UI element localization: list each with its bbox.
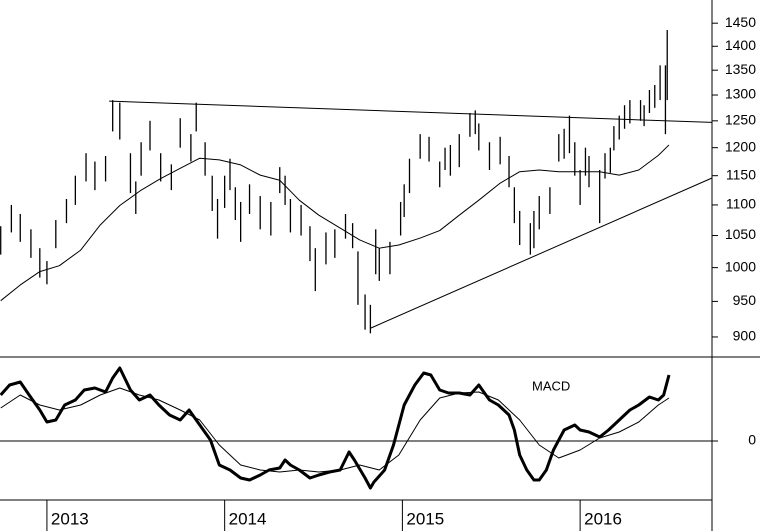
annotation: MACD: [532, 378, 570, 393]
y-tick-label: 1400: [725, 37, 756, 53]
series-line: [0, 144, 670, 302]
y-tick-label: 1150: [726, 166, 756, 182]
x-tick-label: 2013: [51, 509, 89, 528]
y-tick-label: 1250: [725, 112, 756, 128]
y-tick-label: 950: [733, 292, 757, 308]
y-tick-label: 1050: [725, 226, 756, 242]
series-line: [370, 177, 713, 329]
y-tick-label: 0: [748, 432, 756, 448]
y-tick-label: 1100: [726, 196, 756, 212]
y-tick-label: 900: [733, 328, 757, 344]
y-tick-label: 1000: [725, 258, 756, 274]
y-tick-label: 1300: [725, 86, 756, 102]
y-tick-label: 1450: [725, 14, 756, 30]
series-line: [109, 100, 713, 123]
y-tick-label: 1350: [725, 61, 756, 77]
x-tick-label: 2014: [229, 509, 267, 528]
series-line: [0, 387, 670, 473]
series-line: [0, 366, 671, 490]
x-tick-label: 2016: [584, 509, 622, 528]
x-tick-label: 2015: [406, 509, 444, 528]
y-tick-label: 1200: [725, 138, 756, 154]
